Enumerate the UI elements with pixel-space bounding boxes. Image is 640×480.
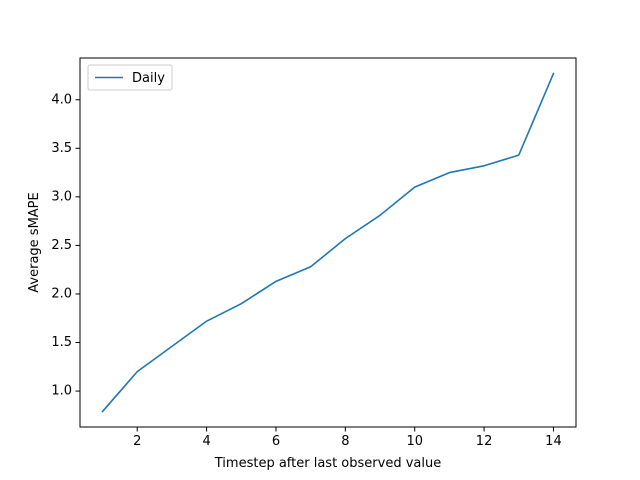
y-tick-label: 2.0 <box>51 286 72 301</box>
y-tick-label: 3.0 <box>51 189 72 204</box>
plot-frame <box>79 57 577 428</box>
y-axis-ticks: 1.0 1.5 2.0 2.5 3.0 3.5 4.0 <box>51 92 80 399</box>
x-tick-label: 14 <box>545 434 562 449</box>
x-tick-label: 2 <box>133 434 141 449</box>
y-tick-label: 1.0 <box>51 384 72 399</box>
y-tick-label: 4.0 <box>51 92 72 107</box>
x-axis-ticks: 2 4 6 8 10 12 14 <box>133 427 562 449</box>
x-axis-label: Timestep after last observed value <box>214 456 441 471</box>
y-tick-label: 2.5 <box>51 238 72 253</box>
legend-box <box>87 64 173 91</box>
x-tick-label: 12 <box>476 434 493 449</box>
x-tick-label: 10 <box>406 434 423 449</box>
x-tick-label: 4 <box>202 434 210 449</box>
legend: Daily <box>87 64 173 91</box>
legend-entry-daily: Daily <box>132 71 165 86</box>
series-layer <box>101 72 555 413</box>
series-line-daily <box>101 72 555 413</box>
y-tick-label: 3.5 <box>51 141 72 156</box>
y-tick-label: 1.5 <box>51 335 72 350</box>
x-tick-label: 6 <box>272 434 280 449</box>
y-axis-label: Average sMAPE <box>27 192 42 292</box>
x-tick-label: 8 <box>341 434 349 449</box>
